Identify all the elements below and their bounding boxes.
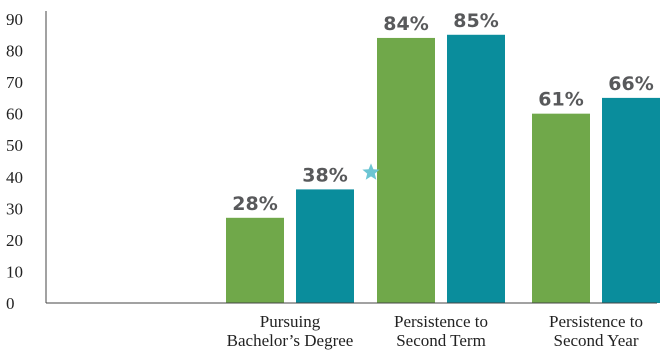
bar-green-0 <box>226 217 284 303</box>
data-label: 66% <box>608 73 653 95</box>
y-tick-label: 90 <box>6 10 23 29</box>
x-category-label: Pursuing <box>260 312 321 331</box>
x-category-label: Persistence to <box>549 312 643 331</box>
y-tick-label: 20 <box>6 231 23 250</box>
star-icon <box>362 163 380 180</box>
y-tick-label: 60 <box>6 105 23 124</box>
data-labels: 28% 38% 84% 85% 61% 66% <box>232 10 653 215</box>
x-category-label: Second Term <box>396 331 486 350</box>
y-tick-label: 40 <box>6 168 23 187</box>
y-tick-label: 10 <box>6 262 23 281</box>
bar-green-1 <box>377 37 435 303</box>
data-label: 84% <box>383 13 428 35</box>
y-tick-label: 50 <box>6 136 23 155</box>
y-tick-label: 70 <box>6 73 23 92</box>
bar-teal-1 <box>447 34 505 304</box>
data-label: 85% <box>453 10 498 32</box>
data-label: 28% <box>232 193 277 215</box>
data-label: 38% <box>302 164 347 186</box>
y-tick-label: 0 <box>6 294 15 313</box>
y-axis: 0 10 20 30 40 50 60 70 80 90 <box>6 10 47 313</box>
y-tick-label: 80 <box>6 42 23 61</box>
bar-teal-0 <box>296 189 354 303</box>
y-tick-label: 30 <box>6 199 23 218</box>
bar-green-2 <box>532 113 590 304</box>
x-category-label: Second Year <box>554 331 639 350</box>
bar-teal-2 <box>602 97 660 303</box>
bars <box>226 34 660 304</box>
x-category-label: Bachelor’s Degree <box>227 331 354 350</box>
x-category-label: Persistence to <box>394 312 488 331</box>
data-label: 61% <box>538 89 583 111</box>
